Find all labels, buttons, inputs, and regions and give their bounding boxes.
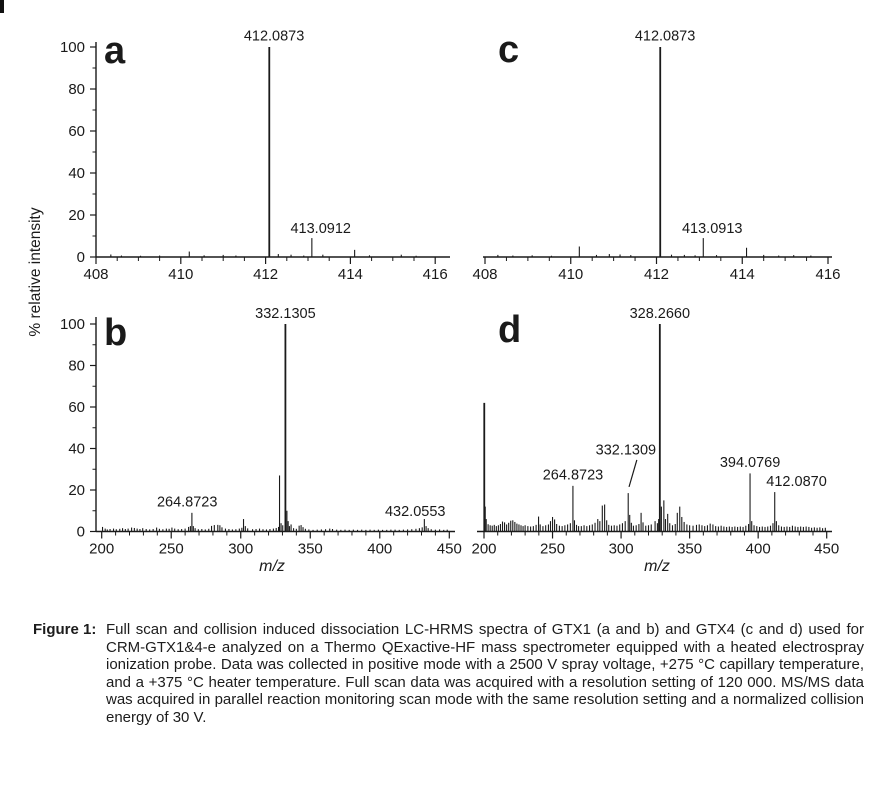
x-tick-label: 412 xyxy=(253,266,278,283)
figure-spectra: 408 410 412 414 416 0 20 40 60 80 100 412.0873 413.0… xyxy=(27,29,841,575)
y-axis-title: % relative intensity xyxy=(27,207,44,336)
x-tick-label: 400 xyxy=(746,541,771,558)
panel-letter-b: b xyxy=(104,312,127,354)
figure-caption-text: Full scan and collision induced dissocia… xyxy=(106,621,864,726)
peak-label: 332.1305 xyxy=(255,306,315,322)
x-axis-title: m/z xyxy=(259,558,285,575)
y-tick-label: 20 xyxy=(68,207,85,224)
peak-label: 412.0873 xyxy=(635,29,695,45)
figure-caption-label: Figure 1: xyxy=(33,621,97,638)
y-tick-label: 60 xyxy=(68,399,85,416)
spectrum-panel-d: 200 250 300 350 400 450 328.2660 264.8723 332.13… xyxy=(471,306,839,575)
x-tick-label: 414 xyxy=(730,266,755,283)
peaks-c xyxy=(497,47,812,257)
y-tick-label: 80 xyxy=(68,358,85,375)
y-tick-label: 0 xyxy=(77,249,85,266)
peak-label: 412.0870 xyxy=(766,474,826,490)
x-tick-label: 450 xyxy=(814,541,839,558)
peak-label: 394.0769 xyxy=(720,455,780,471)
x-tick-label: 200 xyxy=(89,541,114,558)
spectrum-panel-c: 408 410 412 414 416 412.0873 413.0913 c xyxy=(472,29,840,283)
x-tick-label: 350 xyxy=(677,541,702,558)
x-tick-label: 416 xyxy=(423,266,448,283)
panel-letter-c: c xyxy=(498,29,519,71)
y-tick-label: 100 xyxy=(60,39,85,56)
scan-artifact xyxy=(0,0,4,13)
y-tick-label: 20 xyxy=(68,482,85,499)
x-tick-label: 408 xyxy=(472,266,497,283)
y-tick-label: 60 xyxy=(68,123,85,140)
y-tick-label: 80 xyxy=(68,81,85,98)
peak-label: 432.0553 xyxy=(385,504,445,520)
x-tick-label: 250 xyxy=(540,541,565,558)
y-tick-label: 0 xyxy=(77,524,85,541)
panel-letter-a: a xyxy=(104,30,126,72)
annotation-leader-line xyxy=(628,459,638,488)
x-tick-label: 300 xyxy=(228,541,253,558)
peaks-d xyxy=(483,324,826,532)
y-tick-label: 40 xyxy=(68,165,85,182)
figure-caption: Figure 1: Full scan and collision induce… xyxy=(33,621,864,727)
y-tick-label: 40 xyxy=(68,441,85,458)
x-tick-label: 300 xyxy=(609,541,634,558)
peak-label: 332.1309 xyxy=(596,443,656,459)
x-tick-label: 350 xyxy=(298,541,323,558)
peak-label: 413.0912 xyxy=(290,221,350,237)
x-tick-label: 408 xyxy=(83,266,108,283)
peak-label: 413.0913 xyxy=(682,221,742,237)
x-tick-label: 450 xyxy=(437,541,462,558)
x-tick-label: 250 xyxy=(159,541,184,558)
peak-label: 264.8723 xyxy=(543,468,603,484)
y-tick-label: 100 xyxy=(60,316,85,333)
peak-label: 328.2660 xyxy=(630,306,690,322)
x-tick-label: 410 xyxy=(168,266,193,283)
peaks-a xyxy=(110,47,417,257)
peaks-b xyxy=(101,324,448,532)
panel-letter-d: d xyxy=(498,309,521,351)
peak-label: 264.8723 xyxy=(157,495,217,511)
x-axis-title: m/z xyxy=(644,558,670,575)
spectrum-panel-b: 200 250 300 350 400 450 0 20 40 60 80 100 332.1305 26… xyxy=(60,306,462,575)
x-tick-label: 416 xyxy=(815,266,840,283)
x-tick-label: 410 xyxy=(558,266,583,283)
spectrum-panel-a: 408 410 412 414 416 0 20 40 60 80 100 412.0873 413.0… xyxy=(60,29,450,283)
peak-label: 412.0873 xyxy=(244,29,304,45)
x-tick-label: 400 xyxy=(367,541,392,558)
x-tick-label: 412 xyxy=(644,266,669,283)
x-tick-label: 414 xyxy=(338,266,363,283)
x-tick-label: 200 xyxy=(471,541,496,558)
